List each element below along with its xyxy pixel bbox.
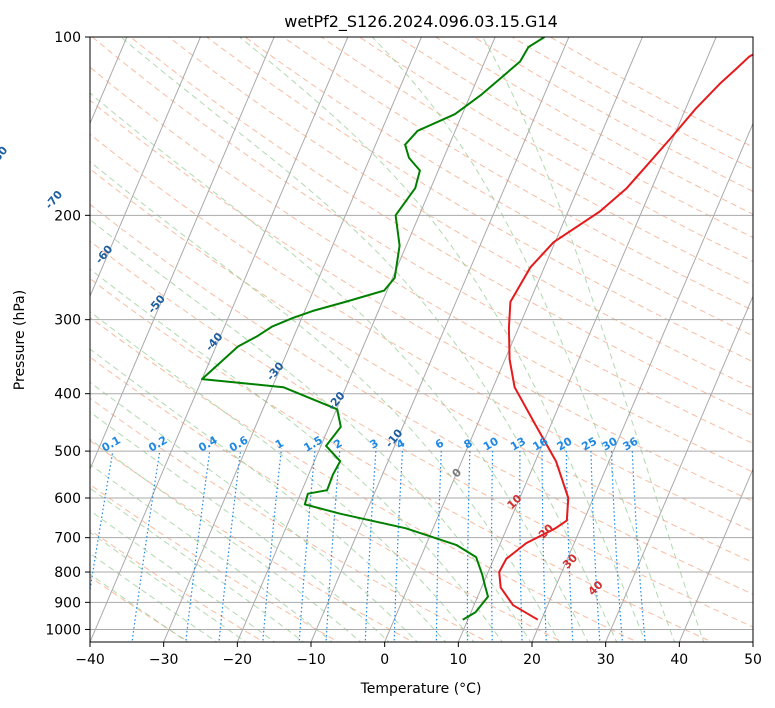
- x-tick-label: 50: [744, 652, 762, 668]
- isotherm-line: [531, 122, 753, 642]
- isotherm-line: [90, 37, 275, 471]
- dry-adiabat: [90, 66, 753, 473]
- dry-adiabat-label: -80: [0, 144, 11, 168]
- background-lines: [90, 37, 753, 642]
- isotherm-line: [236, 37, 496, 642]
- dry-adiabat: [244, 37, 753, 337]
- mixing-ratio-line: [466, 451, 471, 642]
- y-tick-label: 400: [54, 387, 81, 403]
- y-tick-label: 100: [54, 30, 81, 46]
- x-tick-label: 10: [449, 652, 467, 668]
- isotherm-line: [310, 37, 570, 642]
- x-tick-label: −30: [149, 652, 179, 668]
- moist-adiabat: [90, 573, 189, 642]
- x-tick-label: 20: [523, 652, 541, 668]
- y-tick-label: 700: [54, 531, 81, 547]
- x-tick-label: 0: [380, 652, 389, 668]
- mixing-ratio-line: [519, 451, 523, 642]
- chart-title: wetPf2_S126.2024.096.03.15.G14: [284, 12, 558, 32]
- x-tick-label: 40: [670, 652, 688, 668]
- temperature-trace: [498, 53, 753, 621]
- mixing-ratio-line: [393, 451, 404, 642]
- moist-adiabat: [90, 92, 589, 642]
- moist-adiabat: [90, 509, 276, 642]
- sounding-traces: [201, 37, 753, 621]
- isotherm-line: [90, 37, 202, 298]
- y-tick-label: 300: [54, 313, 81, 329]
- x-tick-label: −40: [75, 652, 105, 668]
- dry-adiabat: [206, 37, 753, 363]
- mixing-ratio-line: [590, 451, 601, 642]
- axes: −40 −30 −20 −10 0 10 20 30 40 50 100 200 300 400 500 60…: [45, 30, 762, 668]
- y-tick-label: 900: [54, 595, 81, 611]
- moist-adiabat: [90, 552, 218, 642]
- mixing-ratio-line: [490, 451, 494, 642]
- dewpoint-trace: [201, 37, 546, 621]
- x-tick-label: 30: [597, 652, 615, 668]
- dry-adiabat: [91, 37, 753, 445]
- dry-adiabat: [320, 37, 753, 287]
- moist-adiabat: [90, 531, 247, 642]
- moist-adiabat: [90, 161, 560, 642]
- mixing-ratio-line: [364, 451, 377, 642]
- dry-adiabat: [90, 203, 753, 595]
- isotherm-line: [384, 37, 644, 642]
- y-tick-label: 800: [54, 565, 81, 581]
- plot-frame: [89, 36, 754, 643]
- moist-adiabat: [90, 487, 305, 642]
- isotherm-line: [605, 294, 753, 642]
- dry-adiabat: [90, 133, 753, 533]
- dry-adiabat: [90, 440, 414, 642]
- isotherm-line: [90, 37, 349, 642]
- y-tick-label: 1000: [45, 622, 81, 638]
- isotherm-line: [163, 37, 423, 642]
- isotherm-line: [678, 467, 753, 642]
- dry-adiabat: [90, 397, 489, 642]
- moist-adiabat: [120, 37, 618, 642]
- mixing-ratio-line: [435, 451, 442, 642]
- x-tick-label: −20: [223, 652, 253, 668]
- mixing-ratio-line: [541, 451, 547, 642]
- isotherm-line: [457, 37, 717, 642]
- y-tick-label: 200: [54, 208, 81, 224]
- y-tick-label: 600: [54, 491, 81, 507]
- y-axis-label: Pressure (hPa): [12, 290, 28, 390]
- x-tick-label: −10: [296, 652, 326, 668]
- y-tick-label: 500: [54, 444, 81, 460]
- x-axis-label: Temperature (°C): [360, 681, 482, 697]
